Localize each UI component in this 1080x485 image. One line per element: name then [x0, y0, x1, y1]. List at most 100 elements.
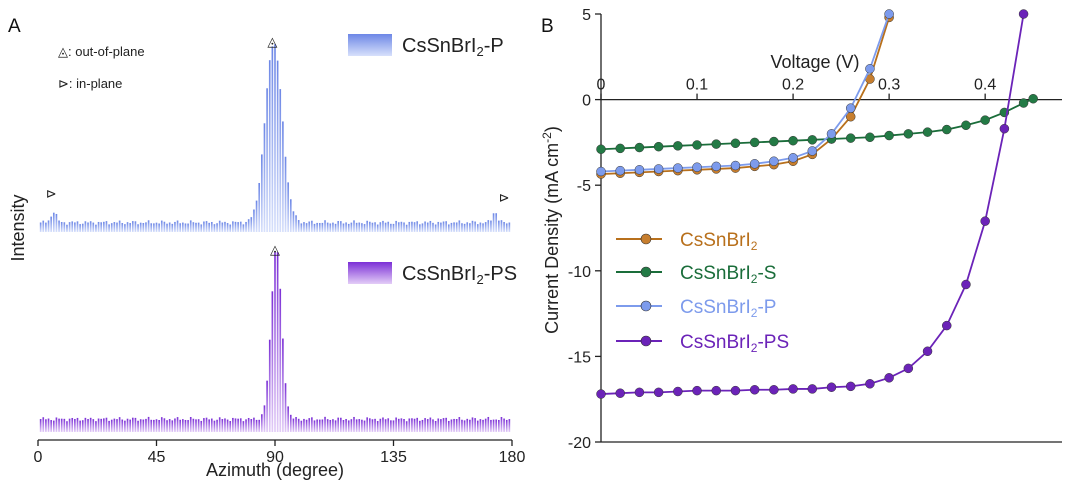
bar-top — [487, 220, 490, 232]
bar-top — [87, 222, 89, 232]
bar-bottom — [182, 419, 184, 432]
bar-bottom — [229, 421, 232, 432]
y-ticks-b: 5 0 -5 -10 -15 -20 — [568, 7, 601, 452]
bar-bottom — [363, 420, 366, 432]
bar-top — [500, 220, 503, 232]
bar-top — [326, 222, 329, 232]
legend-entry-cssnbri2-ps: CsSnBrI2-PS — [616, 332, 789, 355]
bar-bottom — [247, 417, 250, 432]
oop-key: ◬: out-of-plane — [58, 44, 145, 59]
bar-top — [403, 222, 405, 232]
point-cssnbri2-p — [634, 165, 645, 175]
point-cssnbri2-s — [845, 133, 856, 143]
bar-top — [50, 216, 52, 232]
bar-bottom — [205, 417, 208, 432]
point-cssnbri2-ps — [922, 346, 933, 357]
bar-top — [147, 220, 150, 232]
bar-bottom — [68, 418, 71, 432]
jv-curves — [596, 9, 1038, 399]
point-cssnbri2-ps — [711, 385, 721, 396]
bar-bottom — [379, 418, 382, 432]
bar-top — [205, 221, 208, 232]
bar-bottom — [210, 418, 213, 432]
bar-bottom — [226, 419, 229, 432]
bar-top — [224, 221, 226, 232]
y-axis-label-b: Current Density (mA cm-2) — [540, 126, 562, 334]
bar-bottom — [476, 420, 479, 432]
bar-top — [450, 222, 453, 232]
bar-bottom — [221, 419, 224, 432]
point-cssnbri2-p — [692, 162, 702, 172]
bar-top — [371, 222, 374, 232]
bar-bottom — [308, 418, 311, 432]
bar-top — [350, 222, 353, 232]
bar-top — [229, 224, 232, 232]
bar-bottom — [382, 417, 384, 432]
bar-top — [121, 223, 124, 232]
bar-bottom — [505, 419, 508, 432]
bar-top — [139, 222, 142, 232]
bar-top — [282, 121, 284, 232]
bar-top — [374, 222, 376, 232]
bar-top — [74, 222, 76, 232]
bar-bottom — [387, 418, 390, 432]
bar-top — [189, 220, 192, 232]
bar-bottom — [292, 418, 295, 432]
bar-top — [226, 223, 229, 232]
bar-top — [274, 44, 276, 232]
bar-bottom — [171, 420, 174, 432]
bar-bottom — [487, 416, 490, 432]
bar-bottom — [295, 417, 297, 432]
x-axis-label-b: Voltage (V) — [770, 52, 859, 72]
bar-bottom — [121, 419, 124, 432]
bar-bottom — [79, 420, 81, 432]
point-cssnbri2-p — [826, 129, 837, 139]
bar-top — [353, 220, 355, 232]
bar-top — [60, 222, 63, 232]
bar-bottom — [163, 418, 166, 432]
bar-top — [39, 222, 42, 232]
bar-top — [382, 220, 384, 232]
bar-bottom — [445, 417, 447, 432]
bar-top — [155, 222, 158, 232]
bar-top — [237, 222, 239, 232]
bar-top — [66, 224, 68, 232]
point-cssnbri2-s — [961, 120, 971, 131]
point-cssnbri2-s — [903, 129, 914, 139]
bar-top — [376, 224, 379, 232]
point-cssnbri2-p — [653, 164, 664, 174]
point-cssnbri2-p — [884, 9, 894, 19]
bar-bottom — [232, 417, 234, 432]
bar-top — [492, 213, 495, 232]
legend-b: CsSnBrI2 CsSnBrI2-S CsSnBrI2-P CsSnBrI2-… — [616, 230, 789, 355]
bar-top — [434, 224, 437, 232]
bar-top — [392, 223, 395, 232]
bar-bottom — [113, 418, 116, 432]
bar-top — [400, 221, 403, 232]
bar-top — [195, 222, 197, 232]
bar-top — [445, 221, 447, 232]
bar-bottom — [142, 419, 145, 432]
bar-bottom — [303, 418, 305, 432]
bar-bottom — [289, 414, 292, 432]
bar-bottom — [47, 418, 50, 432]
bar-bottom — [337, 417, 340, 432]
bar-top — [134, 221, 137, 232]
bar-bottom — [282, 338, 284, 432]
bar-top — [313, 223, 316, 232]
bar-bottom — [131, 417, 134, 432]
bar-bottom — [434, 421, 437, 432]
bar-bottom — [263, 405, 266, 432]
bar-top — [495, 213, 498, 232]
bar-top — [334, 223, 337, 232]
bar-bottom — [474, 418, 476, 432]
bar-top — [366, 220, 368, 232]
bar-bottom — [284, 383, 287, 432]
x-ticks-a: 0 45 90 135 180 — [34, 440, 525, 466]
bar-bottom — [440, 419, 442, 432]
bar-bottom — [329, 419, 332, 432]
bar-bottom — [482, 419, 484, 432]
bar-top — [192, 222, 195, 232]
bar-top — [355, 222, 358, 232]
bar-bottom — [97, 418, 100, 432]
